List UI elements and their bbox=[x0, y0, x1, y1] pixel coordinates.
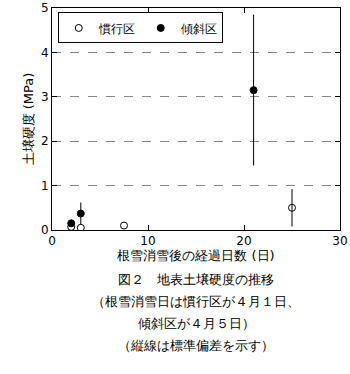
svg-text:（縦線は標準偏差を示す）: （縦線は標準偏差を示す） bbox=[118, 338, 274, 353]
svg-text:5: 5 bbox=[41, 1, 49, 15]
svg-text:傾斜区が４月５日）: 傾斜区が４月５日） bbox=[138, 316, 255, 331]
svg-text:4: 4 bbox=[41, 46, 49, 60]
svg-text:10: 10 bbox=[140, 234, 155, 248]
svg-text:0: 0 bbox=[48, 234, 56, 248]
svg-text:傾斜区: 傾斜区 bbox=[181, 22, 217, 36]
svg-text:1: 1 bbox=[41, 179, 49, 193]
svg-text:30: 30 bbox=[332, 234, 347, 248]
svg-text:20: 20 bbox=[236, 234, 251, 248]
svg-text:0: 0 bbox=[41, 223, 49, 237]
svg-text:図２ 地表土壌硬度の推移: 図２ 地表土壌硬度の推移 bbox=[118, 272, 274, 287]
svg-text:慣行区: 慣行区 bbox=[98, 22, 135, 36]
svg-text:根雪消雪後の経過日数 (日): 根雪消雪後の経過日数 (日) bbox=[117, 248, 274, 263]
svg-text:（根雪消雪日は慣行区が４月１日、: （根雪消雪日は慣行区が４月１日、 bbox=[92, 294, 300, 309]
svg-text:2: 2 bbox=[41, 134, 49, 148]
svg-text:土壌硬度 (MPa): 土壌硬度 (MPa) bbox=[21, 73, 36, 166]
svg-text:3: 3 bbox=[41, 90, 49, 104]
